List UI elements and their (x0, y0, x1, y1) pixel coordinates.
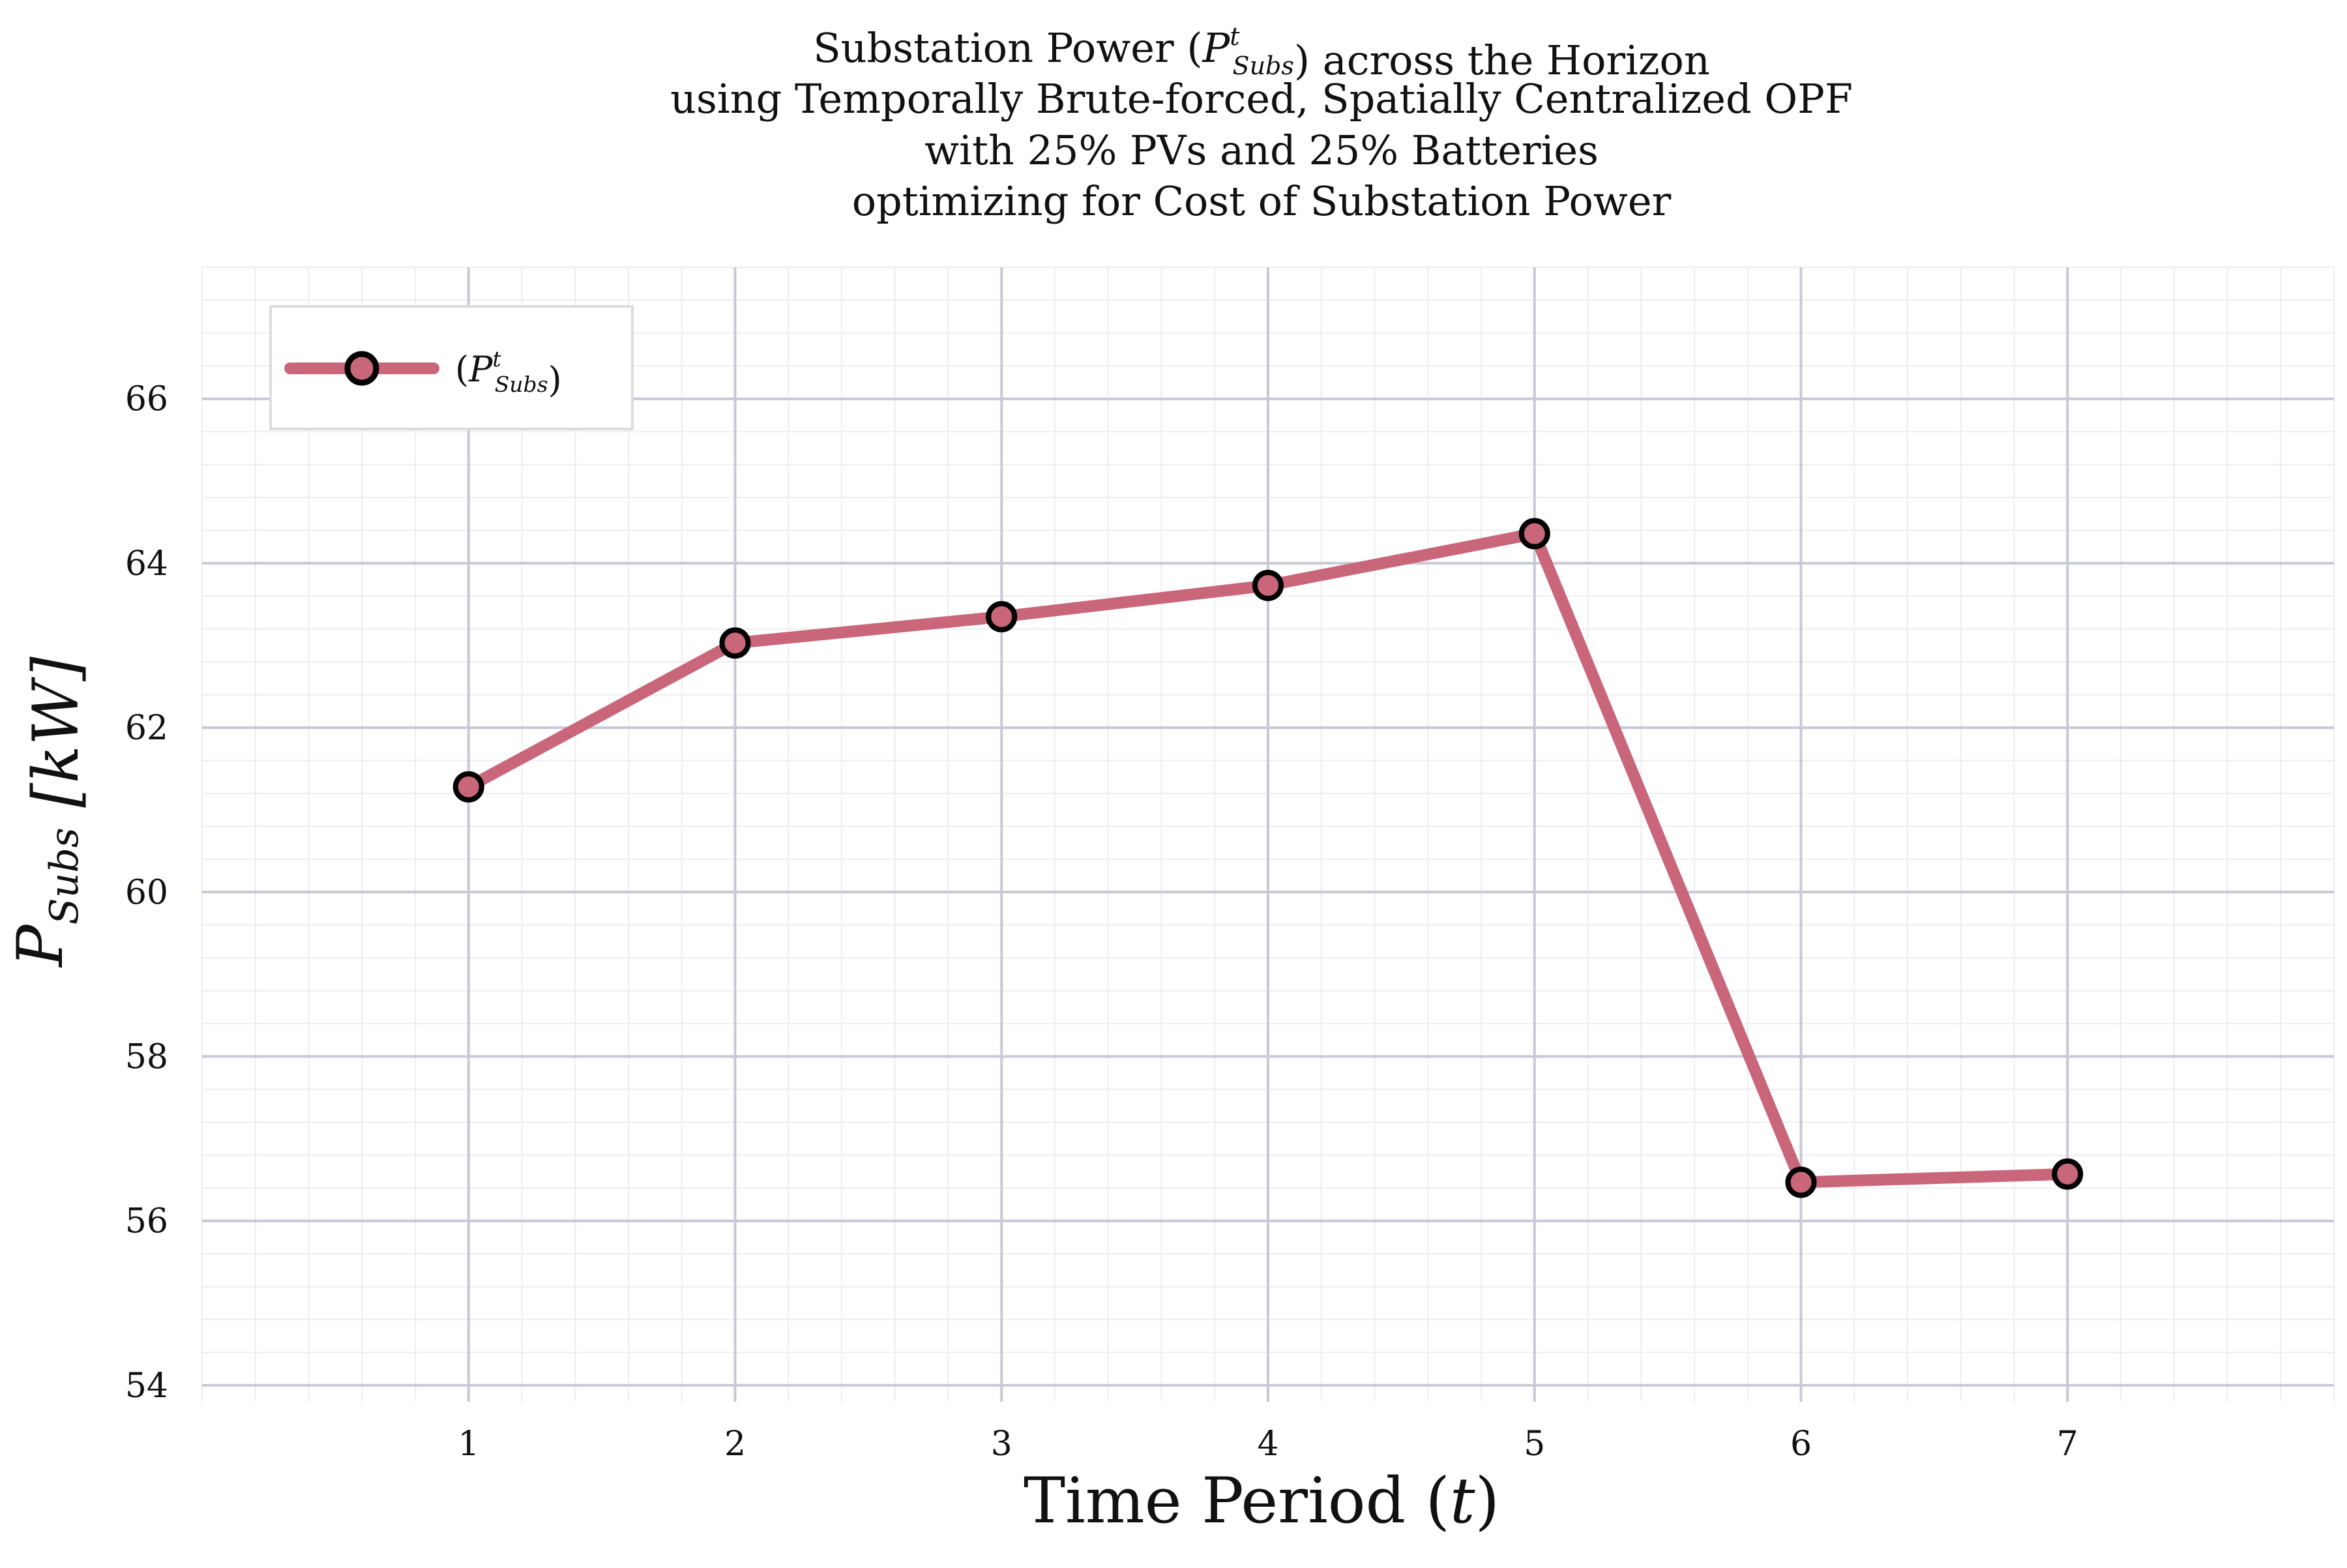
x-axis-label: Time Period (t) (1024, 1464, 1499, 1537)
y-tick-label-56: 56 (125, 1202, 168, 1241)
data-point-t7 (2052, 1158, 2084, 1190)
chart-title: Substation Power (Pt Subs) across the Hor… (670, 22, 1853, 225)
data-point-t1 (452, 771, 484, 803)
y-axis-label: PSubs [kW] (4, 657, 93, 968)
x-tick-label-3: 3 (991, 1425, 1012, 1464)
x-tick-label-6: 6 (1790, 1425, 1812, 1464)
data-point-t5 (1518, 518, 1550, 550)
y-tick-label-62: 62 (125, 709, 168, 748)
title-line-1: Substation Power (Pt Subs) across the Hor… (813, 22, 1710, 84)
data-point-t4 (1252, 569, 1284, 601)
major-grid (202, 267, 2334, 1402)
x-tick-label-7: 7 (2057, 1425, 2078, 1464)
x-tick-label-2: 2 (724, 1425, 746, 1464)
data-point-t6 (1785, 1166, 1817, 1198)
x-tick-label-1: 1 (458, 1425, 479, 1464)
y-tick-label-64: 64 (125, 544, 168, 584)
y-tick-label-60: 60 (125, 873, 168, 912)
y-tick-label-54: 54 (125, 1367, 168, 1406)
x-tick-label-5: 5 (1524, 1425, 1545, 1464)
title-line-3: with 25% PVs and 25% Batteries (924, 126, 1599, 174)
y-tick-label-66: 66 (125, 380, 168, 419)
series-layer (452, 518, 2084, 1198)
y-tick-label-58: 58 (125, 1037, 168, 1076)
legend-marker-swatch (344, 351, 379, 386)
title-line-2: using Temporally Brute-forced, Spatially… (670, 75, 1853, 123)
x-tick-label-4: 4 (1257, 1425, 1278, 1464)
data-point-t3 (986, 600, 1018, 632)
legend-label-subs-power: (Pt Subs) (455, 346, 562, 400)
data-point-t2 (719, 627, 751, 659)
legend: (Pt Subs) (269, 305, 634, 430)
axis-labels: Time Period (t) PSubs [kW] (4, 657, 1499, 1537)
title-line-4: optimizing for Cost of Substation Power (852, 177, 1672, 225)
